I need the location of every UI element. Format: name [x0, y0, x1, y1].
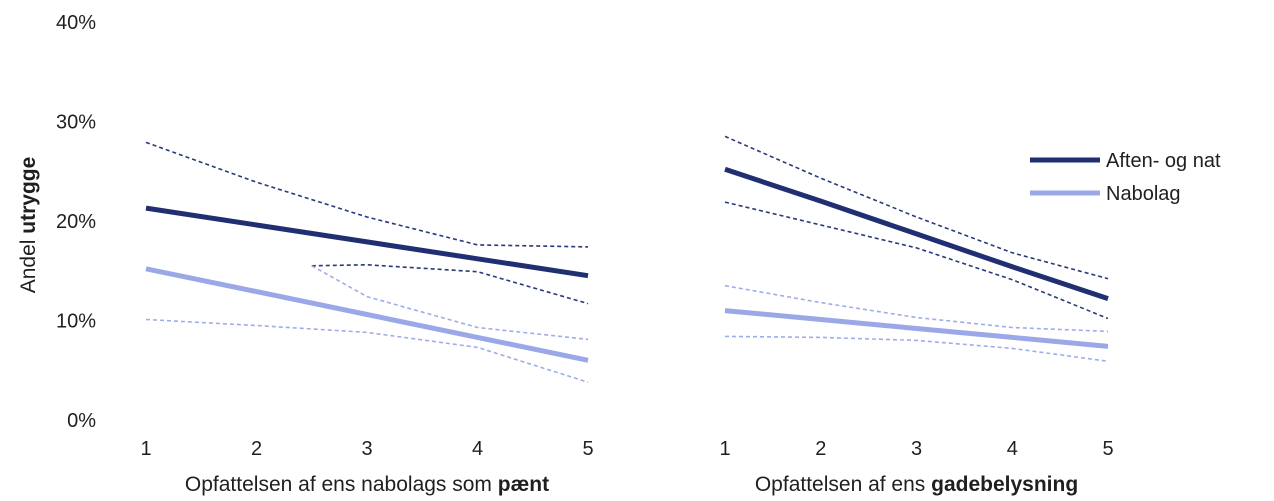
- y-tick-label: 40%: [56, 12, 96, 34]
- ci-band-nabolag: [724, 284, 1109, 333]
- y-axis-label: Andel utrygge: [17, 157, 40, 294]
- x-axis-label: Opfattelsen af ens gadebelysning: [755, 473, 1078, 496]
- y-tick-label: 20%: [56, 211, 96, 233]
- panels: 1 2 3 4 5 Opfattelsen af ens nabolags som pæn…: [140, 135, 1114, 496]
- x-tick-label: 2: [251, 438, 262, 460]
- ci-band-aften-og-nat: [724, 201, 1109, 320]
- x-axis-label-bold: gadebelysning: [931, 473, 1078, 496]
- ci-band-nabolag: [145, 318, 589, 383]
- y-tick-label: 0%: [67, 410, 96, 432]
- series-line-aften-og-nat: [724, 166, 1109, 301]
- x-tick-label: 1: [140, 438, 151, 460]
- ci-band-aften-og-nat: [145, 141, 589, 248]
- series-line-nabolag: [145, 266, 589, 363]
- y-axis-label-prefix: Andel: [17, 240, 40, 294]
- x-axis-label-prefix: Opfattelsen af ens: [755, 473, 931, 496]
- series-line-nabolag: [724, 308, 1109, 349]
- ci-band-aften-og-nat: [724, 135, 1109, 280]
- ci-band-nabolag: [724, 335, 1109, 363]
- panel-2: 1 2 3 4 5 Opfattelsen af ens gadebelysning: [719, 135, 1114, 496]
- legend-label: Nabolag: [1106, 183, 1181, 205]
- x-tick-label: 1: [719, 438, 730, 460]
- y-tick-label: 30%: [56, 112, 96, 134]
- ci-band-nabolag: [311, 265, 589, 341]
- x-tick-label: 3: [911, 438, 922, 460]
- x-axis-label: Opfattelsen af ens nabolags som pænt: [185, 473, 549, 496]
- x-tick-label: 4: [1007, 438, 1018, 460]
- x-axis-label-bold: pænt: [498, 473, 549, 496]
- x-tick-label: 5: [1102, 438, 1113, 460]
- y-axis: 0% 10% 20% 30% 40%: [56, 12, 96, 432]
- x-axis-label-prefix: Opfattelsen af ens nabolags som: [185, 473, 498, 496]
- legend-label: Aften- og nat: [1106, 150, 1221, 172]
- legend: Aften- og nat Nabolag: [1030, 150, 1221, 205]
- series-line-aften-og-nat: [145, 205, 589, 279]
- panel-1: 1 2 3 4 5 Opfattelsen af ens nabolags som pæn…: [140, 141, 594, 496]
- y-axis-label-bold: utrygge: [17, 157, 40, 234]
- x-tick-label: 3: [361, 438, 372, 460]
- x-tick-label: 5: [582, 438, 593, 460]
- x-tick-label: 4: [472, 438, 483, 460]
- y-tick-label: 10%: [56, 311, 96, 333]
- x-tick-label: 2: [815, 438, 826, 460]
